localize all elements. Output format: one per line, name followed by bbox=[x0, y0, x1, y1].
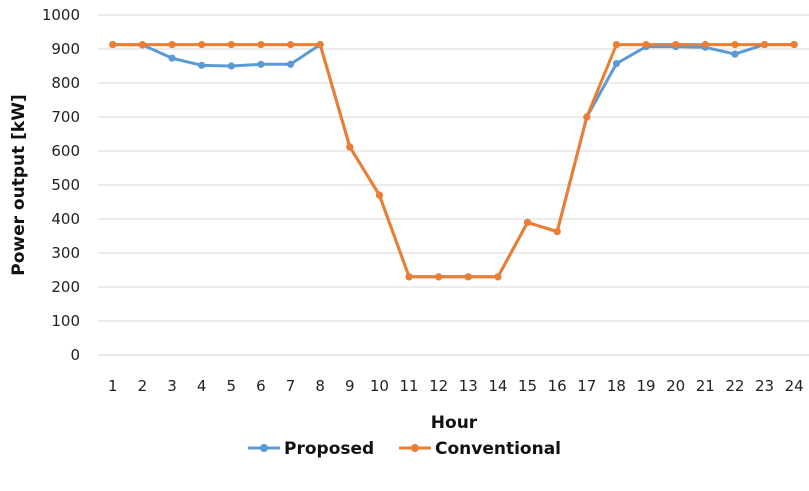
x-tick-label: 18 bbox=[607, 377, 626, 395]
data-point-proposed bbox=[731, 50, 739, 58]
data-point-conventional bbox=[257, 40, 265, 49]
data-point-conventional bbox=[790, 40, 798, 49]
y-tick-label: 1000 bbox=[42, 6, 80, 24]
x-tick-label: 17 bbox=[577, 377, 596, 395]
x-tick-label: 2 bbox=[138, 377, 148, 395]
data-point-conventional bbox=[109, 40, 117, 49]
x-tick-label: 12 bbox=[429, 377, 448, 395]
x-tick-label: 5 bbox=[227, 377, 237, 395]
x-tick-label: 10 bbox=[370, 377, 389, 395]
data-point-proposed bbox=[612, 60, 621, 68]
data-point-conventional bbox=[227, 40, 235, 49]
x-tick-label: 23 bbox=[755, 377, 774, 395]
data-point-conventional bbox=[464, 273, 472, 281]
y-tick-label: 100 bbox=[51, 312, 80, 330]
x-tick-label: 4 bbox=[197, 377, 207, 395]
x-tick-label: 1 bbox=[108, 377, 118, 395]
data-point-proposed bbox=[168, 54, 176, 62]
data-point-conventional bbox=[523, 218, 532, 226]
series-line-proposed bbox=[112, 43, 795, 279]
x-tick-label: 8 bbox=[315, 377, 325, 395]
y-tick-label: 300 bbox=[51, 244, 80, 262]
x-tick-label: 20 bbox=[666, 377, 685, 395]
y-tick-label: 700 bbox=[51, 108, 80, 126]
y-tick-label: 0 bbox=[70, 346, 80, 364]
x-tick-label: 21 bbox=[696, 377, 715, 395]
gridlines bbox=[98, 14, 809, 356]
legend-label-conventional: Conventional bbox=[435, 439, 561, 459]
legend-marker-conventional bbox=[411, 444, 419, 452]
x-tick-label: 15 bbox=[518, 377, 537, 395]
x-tick-label: 24 bbox=[785, 377, 804, 395]
legend-label-proposed: Proposed bbox=[284, 439, 374, 459]
series-line-conventional bbox=[112, 43, 795, 279]
y-tick-label: 600 bbox=[51, 142, 80, 160]
x-tick-label: 3 bbox=[167, 377, 177, 395]
data-point-conventional bbox=[760, 40, 769, 49]
y-tick-label: 200 bbox=[51, 278, 80, 296]
data-point-proposed bbox=[257, 60, 265, 68]
x-tick-label: 16 bbox=[548, 377, 567, 395]
x-tick-label: 19 bbox=[637, 377, 656, 395]
data-point-conventional bbox=[672, 40, 680, 49]
data-point-conventional bbox=[346, 143, 354, 151]
data-point-conventional bbox=[612, 40, 621, 49]
data-point-conventional bbox=[138, 40, 147, 49]
data-point-conventional bbox=[375, 191, 384, 199]
data-point-conventional bbox=[405, 273, 413, 281]
x-tick-label: 11 bbox=[400, 377, 419, 395]
y-axis-title: Power output [kW] bbox=[9, 94, 29, 276]
data-point-conventional bbox=[642, 40, 650, 49]
x-tick-labels: 1 2 3 4 5 6 7 8 9 10 11 12 13 14 15 16 17 18 19 20 21 22 23 24 bbox=[108, 377, 804, 395]
data-point-conventional bbox=[583, 113, 591, 121]
data-point-conventional bbox=[494, 273, 502, 281]
legend-marker-proposed bbox=[260, 444, 268, 452]
data-point-conventional bbox=[198, 40, 206, 49]
data-point-conventional bbox=[286, 40, 295, 49]
data-point-proposed bbox=[198, 61, 206, 69]
data-point-proposed bbox=[286, 60, 295, 68]
y-tick-label: 900 bbox=[51, 40, 80, 58]
data-point-proposed bbox=[227, 62, 235, 70]
data-point-conventional bbox=[168, 40, 176, 49]
y-tick-labels: 0 100 200 300 400 500 600 700 800 900 1000 bbox=[42, 6, 80, 364]
data-point-conventional bbox=[553, 227, 561, 236]
x-tick-label: 14 bbox=[488, 377, 507, 395]
data-point-conventional bbox=[701, 40, 709, 49]
x-tick-label: 9 bbox=[345, 377, 355, 395]
series-lines bbox=[112, 43, 795, 279]
data-point-conventional bbox=[316, 40, 324, 49]
x-tick-label: 22 bbox=[725, 377, 744, 395]
x-tick-label: 7 bbox=[286, 377, 296, 395]
x-tick-label: 13 bbox=[459, 377, 478, 395]
data-point-conventional bbox=[731, 40, 739, 49]
series-points bbox=[109, 40, 798, 281]
y-tick-label: 400 bbox=[51, 210, 80, 228]
y-tick-label: 500 bbox=[51, 176, 80, 194]
x-axis-title: Hour bbox=[431, 413, 478, 433]
legend: Proposed Conventional bbox=[248, 439, 561, 459]
x-tick-label: 6 bbox=[256, 377, 266, 395]
data-point-conventional bbox=[435, 273, 443, 281]
y-tick-label: 800 bbox=[51, 74, 80, 92]
